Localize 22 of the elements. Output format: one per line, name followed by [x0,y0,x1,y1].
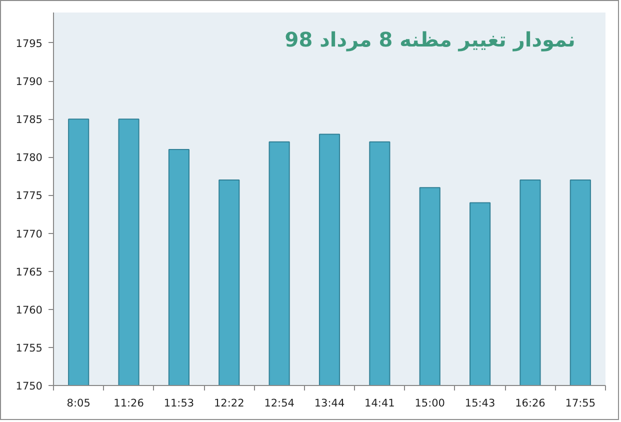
y-tick-label: 1775 [16,190,43,202]
x-tick-label: 12:54 [264,398,295,410]
x-tick-label: 15:43 [464,398,496,410]
y-tick-label: 1790 [16,76,43,88]
y-tick-label: 1765 [16,266,43,278]
x-tick-label: 11:26 [114,398,144,410]
y-tick-label: 1750 [16,380,43,392]
x-tick-label: 16:26 [515,398,546,410]
x-tick-label: 12:22 [214,398,244,410]
x-tick-label: 14:41 [364,398,395,410]
y-tick-label: 1780 [16,152,43,164]
x-tick-label: 17:55 [565,398,596,410]
text: نمودار تغییر مظنه 8 مرداد 98 [284,28,576,52]
x-tick-label: 15:00 [414,398,445,410]
y-tick-label: 1760 [16,304,43,316]
y-tick-label: 1785 [16,114,43,126]
x-tick-label: 8:05 [66,398,90,410]
y-tick-label: 1770 [16,228,43,240]
y-tick-label: 1795 [16,38,43,50]
x-tick-label: 13:44 [314,398,345,410]
y-tick-label: 1755 [16,342,43,354]
x-tick-label: 11:53 [164,398,194,410]
